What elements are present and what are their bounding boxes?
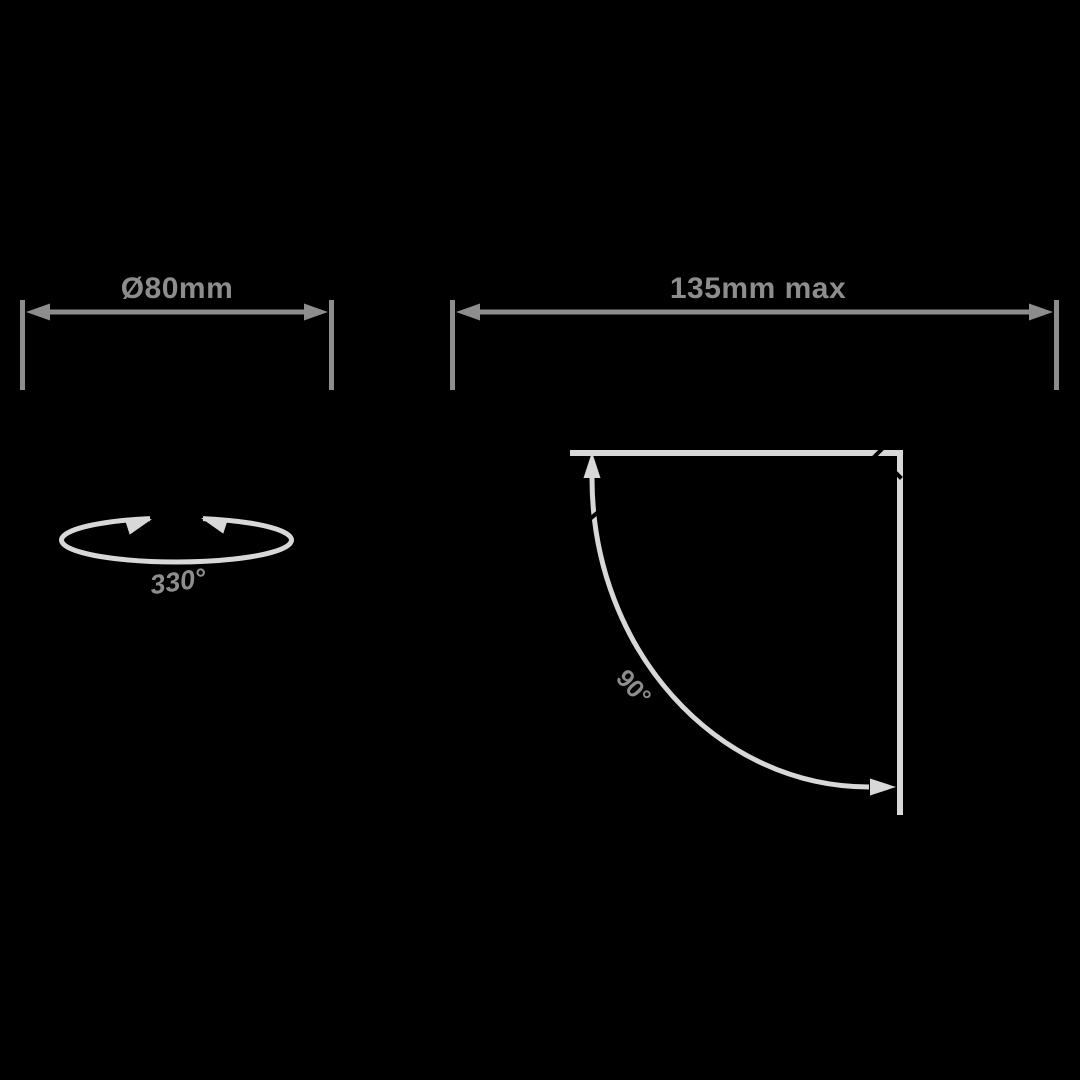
max-depth-dimension bbox=[450, 300, 1059, 390]
line-break-mark bbox=[588, 505, 606, 521]
arrow-left-icon bbox=[26, 303, 50, 321]
tilt-range-indicator bbox=[570, 445, 903, 815]
line-break-mark bbox=[887, 464, 903, 480]
rotation-range-indicator bbox=[59, 516, 294, 565]
max-depth-label: 135mm max bbox=[669, 272, 847, 305]
diameter-label: Ø80mm bbox=[120, 272, 234, 305]
rotation-arrow-right-icon bbox=[124, 519, 152, 535]
arrow-right-icon bbox=[304, 303, 328, 321]
tilt-arrow-up-icon bbox=[583, 452, 601, 478]
arrow-left-icon bbox=[456, 303, 480, 321]
diameter-dimension bbox=[20, 300, 334, 390]
tilt-arc bbox=[589, 477, 870, 790]
arrow-right-icon bbox=[1029, 303, 1053, 321]
line-break-mark bbox=[870, 445, 886, 461]
rotation-arrow-left-icon bbox=[201, 518, 229, 534]
rotation-ellipse bbox=[59, 516, 294, 565]
tilt-arrow-right-icon bbox=[870, 778, 896, 796]
